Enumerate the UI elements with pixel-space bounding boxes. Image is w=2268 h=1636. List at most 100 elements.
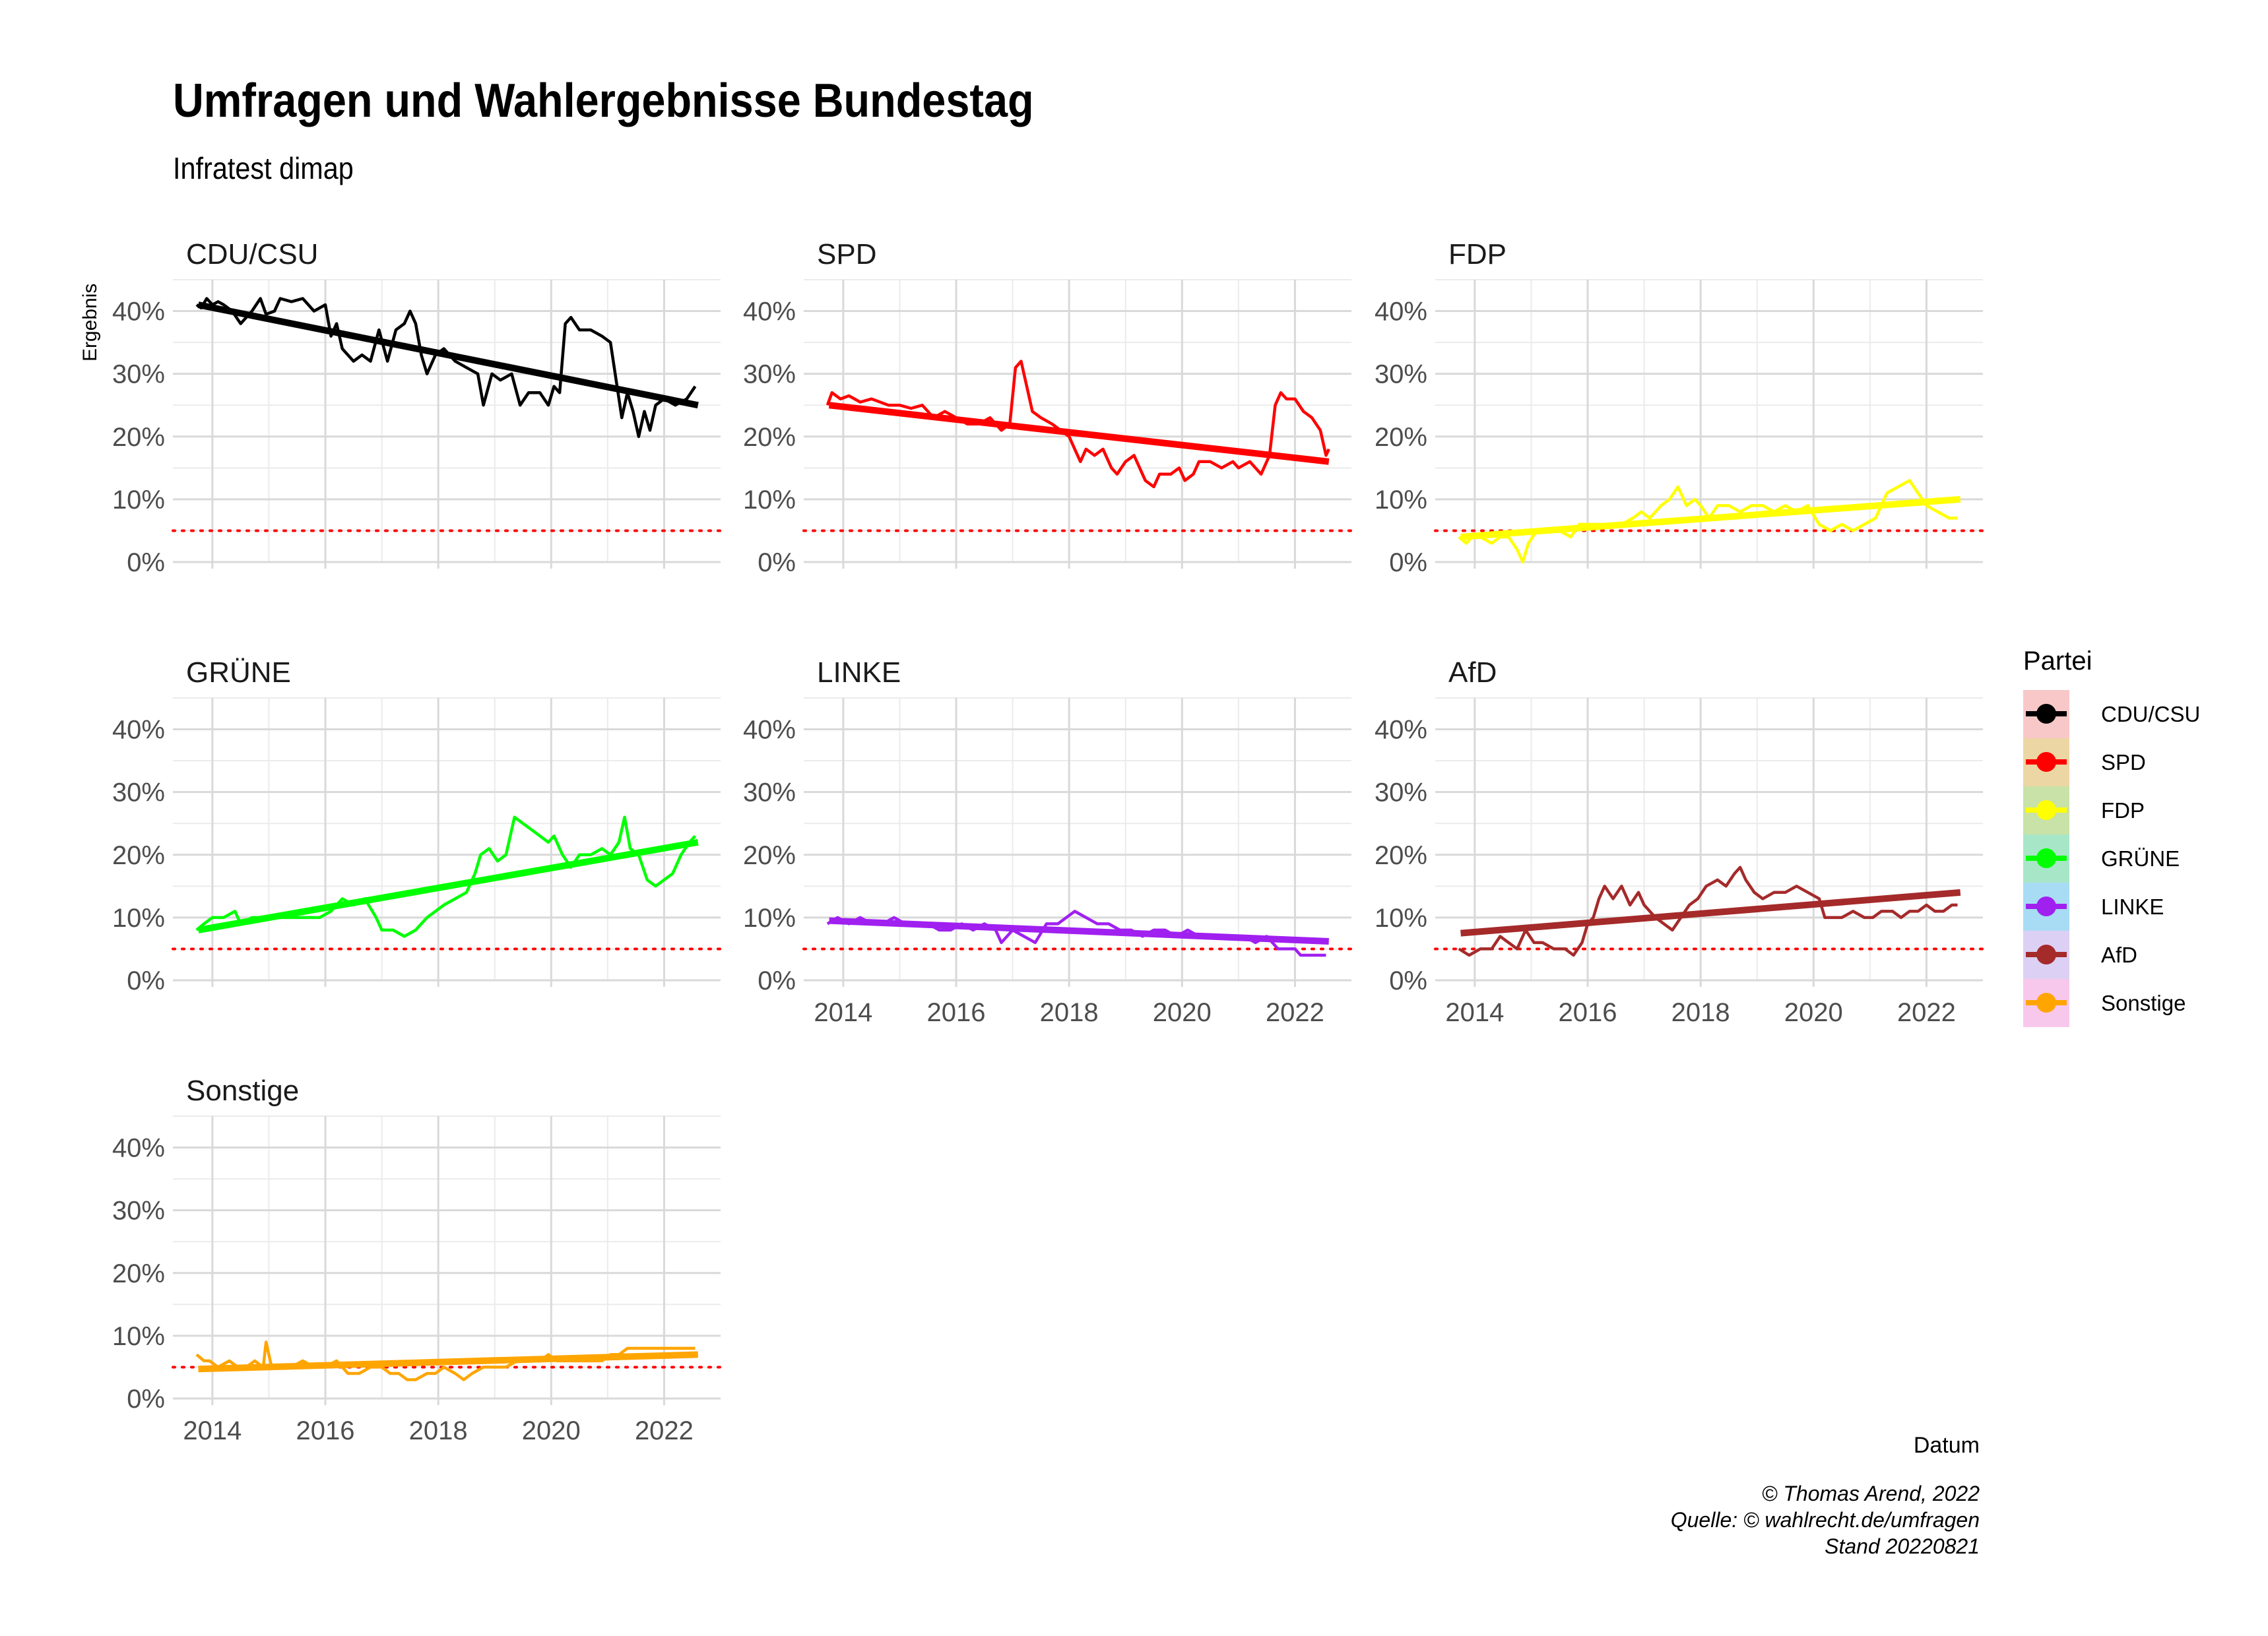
x-tick-label: 2020 <box>1153 998 1212 1027</box>
x-tick-label: 2022 <box>635 1416 694 1445</box>
legend-label: SPD <box>2101 750 2146 774</box>
legend-key-glyph <box>2026 800 2067 820</box>
y-tick-label: 30% <box>743 778 796 807</box>
panel-fdp: FDP 0% 10% 20% 30% 40% <box>1375 238 1984 577</box>
y-tick-label: 10% <box>743 904 796 933</box>
y-tick-label: 10% <box>1375 904 1427 933</box>
panel-title: LINKE <box>817 656 901 689</box>
legend-label: LINKE <box>2101 895 2164 919</box>
legend-label: Sonstige <box>2101 991 2186 1015</box>
y-tick-label: 20% <box>1375 423 1427 452</box>
series-line <box>1458 865 1958 957</box>
legend-key-glyph <box>2026 752 2067 772</box>
panel-spd: SPD 0% 10% 20% 30% 40% <box>743 238 1353 577</box>
legend-item: AfD <box>2023 931 2221 979</box>
legend-key-glyph <box>2026 704 2067 724</box>
legend-label: AfD <box>2101 943 2138 967</box>
y-tick-label: 0% <box>758 966 796 995</box>
y-tick-label: 10% <box>1375 486 1427 515</box>
y-tick-label: 10% <box>112 904 165 933</box>
y-tick-label: 30% <box>1375 778 1427 807</box>
x-tick-label: 2018 <box>1040 998 1099 1027</box>
legend-key <box>2023 883 2069 931</box>
legend-key-dot <box>2036 993 2056 1013</box>
x-tick-label: 2022 <box>1897 998 1956 1027</box>
chart-title: Umfragen und Wahlergebnisse Bundestag <box>173 75 1034 127</box>
trend-line <box>1460 495 1961 540</box>
y-tick-label: 40% <box>1375 298 1427 327</box>
y-tick-label: 20% <box>112 841 165 870</box>
y-tick-label: 10% <box>743 486 796 515</box>
y-tick-label: 30% <box>1375 360 1427 389</box>
legend-key <box>2023 834 2069 883</box>
caption-line: Stand 20220821 <box>1825 1534 1980 1558</box>
y-tick-label: 40% <box>743 298 796 327</box>
trend-line <box>1460 889 1961 937</box>
series-line <box>1458 479 1958 564</box>
y-tick-label: 0% <box>1389 548 1427 577</box>
legend-key <box>2023 738 2069 786</box>
x-tick-label: 2016 <box>1559 998 1617 1027</box>
trend-line <box>198 1351 698 1373</box>
x-axis-label: Datum <box>1913 1433 1980 1458</box>
legend-key <box>2023 786 2069 834</box>
y-tick-label: 20% <box>112 1259 165 1288</box>
y-tick-label: 0% <box>127 548 165 577</box>
legend-key-glyph <box>2026 848 2067 868</box>
x-tick-label: 2018 <box>1671 998 1730 1027</box>
legend-label: FDP <box>2101 798 2145 823</box>
chart-subtitle: Infratest dimap <box>173 151 354 185</box>
legend: CDU/CSU SPD FDP GRÜNE LINKE AfD Sonstige <box>2023 690 2221 1027</box>
panel-afd: AfD 0% 10% 20% 30% 40% 2014 2016 2018 2020 2022 <box>1375 656 1984 1027</box>
y-tick-label: 10% <box>112 1322 165 1351</box>
y-tick-label: 40% <box>112 298 165 327</box>
legend-key-glyph <box>2026 993 2067 1013</box>
x-tick-label: 2014 <box>814 998 872 1027</box>
panel-title: AfD <box>1448 656 1497 689</box>
legend-item: CDU/CSU <box>2023 690 2221 738</box>
x-tick-label: 2020 <box>1784 998 1843 1027</box>
caption-line: Quelle: © wahlrecht.de/umfragen <box>1670 1508 1980 1532</box>
trend-line <box>197 838 699 933</box>
legend-key <box>2023 979 2069 1027</box>
series-line <box>195 1340 696 1381</box>
legend-key <box>2023 690 2069 738</box>
legend-label: CDU/CSU <box>2101 702 2201 726</box>
x-tick-label: 2014 <box>183 1416 242 1445</box>
legend-key-dot <box>2036 848 2056 868</box>
y-tick-label: 20% <box>743 841 796 870</box>
legend-key <box>2023 931 2069 979</box>
panel-title: Sonstige <box>186 1075 299 1107</box>
legend-key-dot <box>2036 897 2056 916</box>
legend-item: FDP <box>2023 786 2221 834</box>
caption-line: © Thomas Arend, 2022 <box>1761 1482 1980 1505</box>
y-tick-label: 30% <box>112 1197 165 1226</box>
caption: © Thomas Arend, 2022 Quelle: © wahlrecht… <box>1671 1480 1980 1559</box>
y-tick-label: 20% <box>743 423 796 452</box>
legend-key-dot <box>2036 800 2056 820</box>
x-tick-label: 2018 <box>409 1416 468 1445</box>
y-tick-label: 0% <box>127 966 165 995</box>
y-tick-label: 30% <box>112 778 165 807</box>
x-tick-label: 2014 <box>1445 998 1504 1027</box>
panel-title: GRÜNE <box>186 656 291 689</box>
legend-key-glyph <box>2026 945 2067 964</box>
y-tick-label: 0% <box>127 1385 165 1414</box>
legend-item: GRÜNE <box>2023 834 2221 883</box>
legend-key-glyph <box>2026 897 2067 916</box>
y-tick-label: 0% <box>758 548 796 577</box>
legend-item: LINKE <box>2023 883 2221 931</box>
x-tick-label: 2016 <box>296 1416 355 1445</box>
y-tick-label: 40% <box>112 1134 165 1163</box>
legend-title: Partei <box>2023 646 2092 676</box>
legend-label: GRÜNE <box>2101 846 2180 871</box>
panel-cdu-csu: CDU/CSU 0% 10% 20% 30% 40% <box>112 238 722 577</box>
legend-item: SPD <box>2023 738 2221 786</box>
legend-key-dot <box>2036 704 2056 724</box>
x-tick-label: 2020 <box>522 1416 581 1445</box>
legend-key-dot <box>2036 945 2056 964</box>
y-tick-label: 40% <box>743 716 796 745</box>
panel-title: CDU/CSU <box>186 238 318 270</box>
panel-sonstige: Sonstige 0% 10% 20% 30% 40% 2014 2016 2018 2020 20… <box>112 1075 722 1445</box>
